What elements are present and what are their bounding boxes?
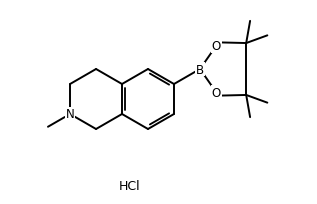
Text: O: O [212,86,221,99]
Text: B: B [196,63,204,76]
Text: N: N [66,108,74,121]
Text: HCl: HCl [119,180,141,193]
Text: O: O [212,40,221,53]
